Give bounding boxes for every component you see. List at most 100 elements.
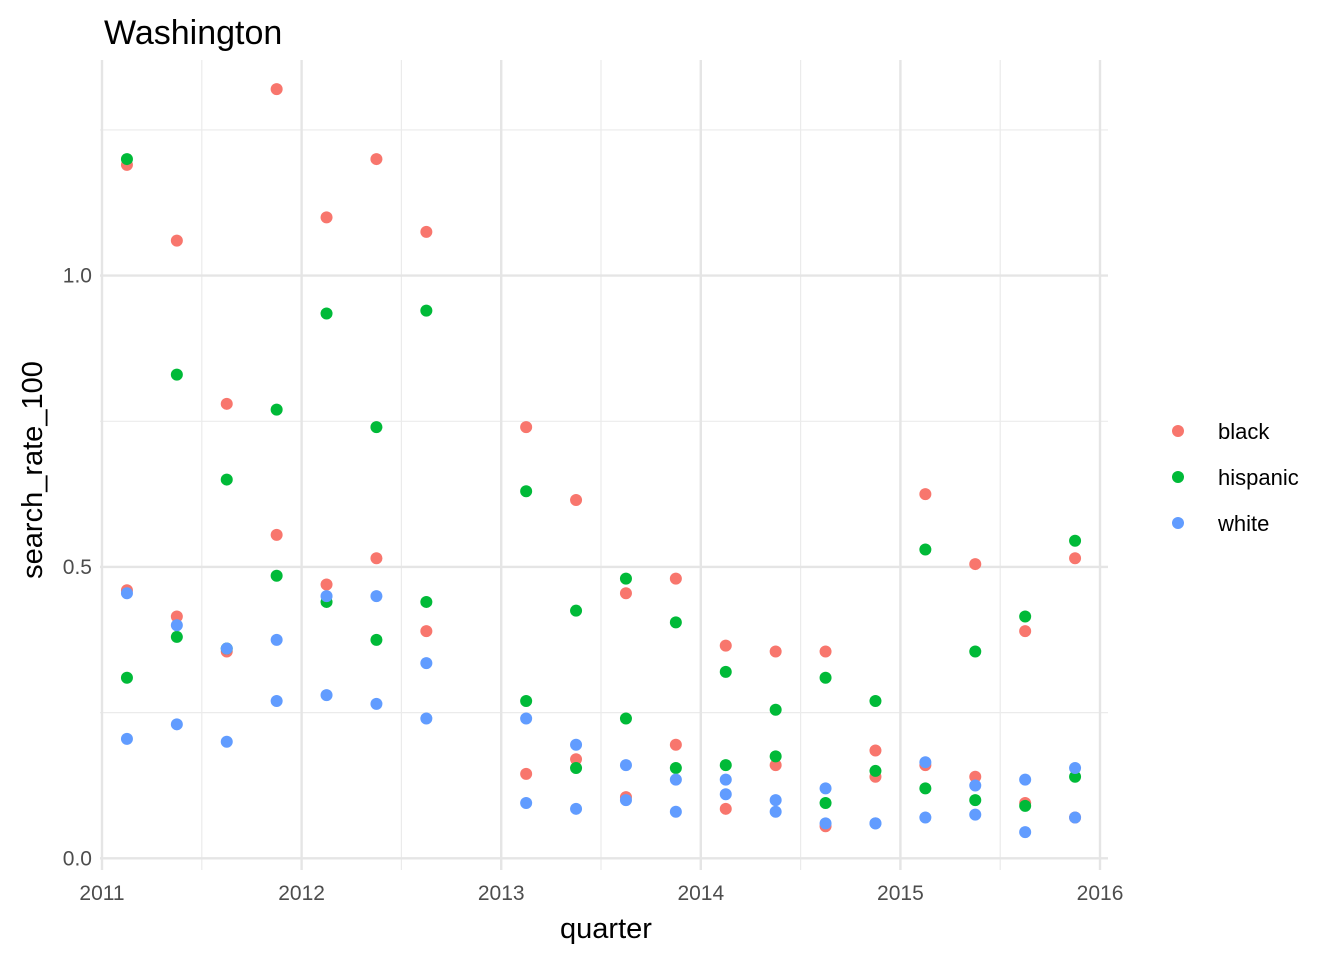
data-point-hispanic <box>420 304 433 317</box>
x-tick-label: 2013 <box>478 882 525 905</box>
data-point-hispanic <box>819 671 832 684</box>
y-axis-label: search_rate_100 <box>17 361 49 579</box>
data-point-white <box>669 773 682 786</box>
data-point-white <box>570 802 583 815</box>
x-tick-label: 2012 <box>278 882 325 905</box>
x-axis-label: quarter <box>560 913 652 945</box>
data-point-hispanic <box>420 595 433 608</box>
data-point-black <box>220 397 233 410</box>
data-point-white <box>1069 762 1082 775</box>
data-point-black <box>819 645 832 658</box>
data-point-white <box>120 732 133 745</box>
data-point-hispanic <box>120 153 133 166</box>
data-point-white <box>819 782 832 795</box>
data-point-white <box>570 738 583 751</box>
x-tick-label: 2011 <box>79 882 124 905</box>
data-point-white <box>170 718 183 731</box>
data-point-hispanic <box>520 485 533 498</box>
data-point-black <box>719 802 732 815</box>
data-point-black <box>669 572 682 585</box>
data-point-black <box>969 558 982 571</box>
data-point-white <box>969 779 982 792</box>
data-point-hispanic <box>869 695 882 708</box>
data-point-black <box>520 767 533 780</box>
data-point-white <box>420 712 433 725</box>
data-point-hispanic <box>919 782 932 795</box>
data-point-hispanic <box>570 762 583 775</box>
data-point-white <box>619 759 632 772</box>
data-point-black <box>270 83 283 96</box>
data-point-hispanic <box>170 630 183 643</box>
data-point-hispanic <box>320 307 333 320</box>
data-point-hispanic <box>619 712 632 725</box>
data-point-hispanic <box>220 473 233 486</box>
data-point-white <box>220 735 233 748</box>
data-point-hispanic <box>520 695 533 708</box>
data-point-hispanic <box>1019 610 1032 623</box>
data-point-white <box>420 657 433 670</box>
data-point-black <box>769 645 782 658</box>
data-point-white <box>520 712 533 725</box>
data-point-black <box>370 552 383 565</box>
data-point-white <box>270 695 283 708</box>
data-point-hispanic <box>1069 534 1082 547</box>
data-point-white <box>170 619 183 632</box>
legend: black hispanic white <box>1172 419 1299 536</box>
data-point-black <box>170 234 183 247</box>
data-point-white <box>919 811 932 824</box>
data-point-black <box>570 753 583 766</box>
data-point-hispanic <box>1019 799 1032 812</box>
y-tick-label: 0.0 <box>63 847 92 870</box>
x-tick-label: 2014 <box>677 882 724 905</box>
data-point-black <box>520 421 533 434</box>
data-point-hispanic <box>170 368 183 381</box>
data-point-white <box>819 817 832 830</box>
data-point-hispanic <box>819 796 832 809</box>
data-points <box>120 83 1082 839</box>
data-point-black <box>669 738 682 751</box>
data-point-black <box>769 759 782 772</box>
data-point-black <box>619 587 632 600</box>
data-point-hispanic <box>919 543 932 556</box>
data-point-hispanic <box>370 633 383 646</box>
data-point-white <box>270 633 283 646</box>
data-point-black <box>420 625 433 638</box>
x-axis-ticks: 2011 2012 2013 2014 2015 2016 <box>79 882 1123 905</box>
legend-key-white <box>1172 517 1184 529</box>
data-point-black <box>370 153 383 166</box>
legend-label-white: white <box>1217 511 1269 536</box>
x-tick-label: 2015 <box>877 882 924 905</box>
data-point-black <box>1019 625 1032 638</box>
data-point-hispanic <box>969 794 982 807</box>
data-point-white <box>769 794 782 807</box>
data-point-white <box>1019 773 1032 786</box>
data-point-white <box>769 805 782 818</box>
legend-key-black <box>1172 425 1184 437</box>
chart-title: Washington <box>104 14 282 52</box>
data-point-white <box>320 689 333 702</box>
data-point-hispanic <box>619 572 632 585</box>
data-point-white <box>869 817 882 830</box>
data-point-black <box>570 493 583 506</box>
data-point-white <box>719 788 732 801</box>
data-point-white <box>919 756 932 769</box>
data-point-white <box>1019 826 1032 839</box>
data-point-white <box>220 642 233 655</box>
data-point-hispanic <box>719 665 732 678</box>
data-point-hispanic <box>270 403 283 416</box>
data-point-black <box>969 770 982 783</box>
data-point-white <box>1069 811 1082 824</box>
y-tick-label: 1.0 <box>63 265 92 288</box>
data-point-white <box>320 590 333 603</box>
data-point-white <box>370 590 383 603</box>
data-point-black <box>320 578 333 591</box>
y-tick-label: 0.5 <box>63 556 92 579</box>
data-point-black <box>420 225 433 238</box>
x-tick-label: 2016 <box>1077 882 1124 905</box>
data-point-black <box>719 639 732 652</box>
data-point-hispanic <box>570 604 583 617</box>
data-point-hispanic <box>669 616 682 629</box>
minor-grid <box>100 60 1108 870</box>
data-point-white <box>719 773 732 786</box>
